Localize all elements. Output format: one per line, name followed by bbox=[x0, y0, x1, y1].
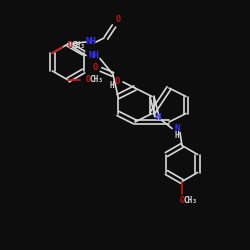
Text: O: O bbox=[114, 78, 120, 86]
Text: H: H bbox=[175, 131, 179, 140]
Text: NH: NH bbox=[86, 38, 96, 46]
Text: N: N bbox=[155, 113, 161, 122]
Text: O: O bbox=[68, 40, 73, 50]
Text: NH: NH bbox=[88, 51, 100, 60]
Text: O: O bbox=[116, 16, 120, 24]
Text: O: O bbox=[92, 63, 98, 72]
Text: H: H bbox=[110, 82, 114, 90]
Text: O: O bbox=[86, 76, 90, 84]
Text: CH₃: CH₃ bbox=[89, 76, 103, 84]
Text: N: N bbox=[174, 124, 180, 133]
Text: CH₃: CH₃ bbox=[72, 40, 85, 50]
Text: O: O bbox=[179, 196, 185, 205]
Text: CH₃: CH₃ bbox=[183, 196, 197, 205]
